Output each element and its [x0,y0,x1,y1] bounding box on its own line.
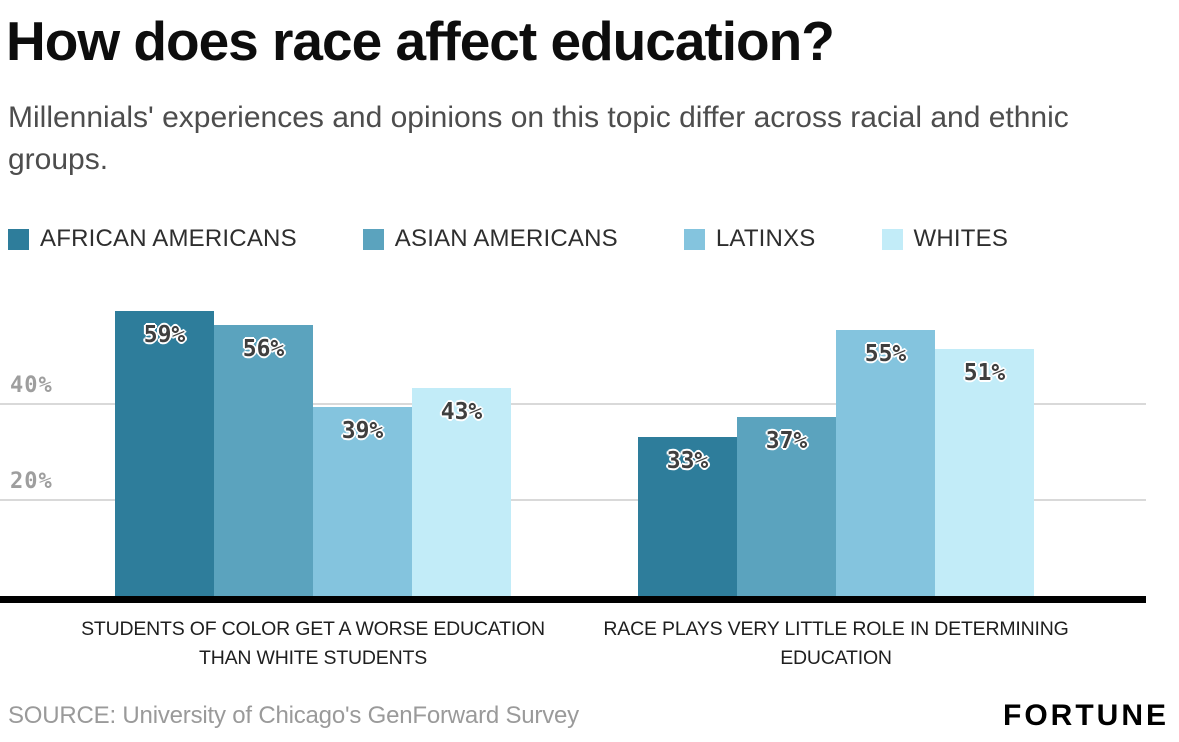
legend-swatch-icon [881,228,903,250]
legend-label: AFRICAN AMERICANS [40,225,297,253]
bar-value-label: 39% [341,418,384,445]
legend-swatch-icon [362,228,384,250]
bar-value-label: 37% [765,428,808,455]
gridline [0,402,1146,405]
y-axis-tick-label: 20% [10,469,53,495]
legend-label: WHITES [913,225,1009,253]
bar-value-label: 51% [963,360,1006,387]
bar-value-label: 59% [143,321,186,348]
bar-value-label: 55% [864,340,907,367]
category-label: STUDENTS OF COLOR GET A WORSE EDUCATION … [81,618,545,669]
legend-item: LATINXS [683,225,816,253]
legend-item: AFRICAN AMERICANS [8,225,297,253]
bar: 37% [737,417,836,597]
bar: 43% [412,388,511,597]
legend-swatch-icon [8,228,29,250]
bar: 55% [836,329,935,597]
legend-label: LATINXS [715,225,816,253]
bar-value-label: 43% [440,399,483,426]
bar: 39% [313,407,412,597]
bar: 59% [115,310,214,597]
bar-value-label: 33% [666,447,709,474]
bar: 33% [638,436,737,597]
gridline [0,499,1146,502]
x-axis-line [0,596,1146,604]
legend-item: ASIAN AMERICANS [362,225,618,253]
bar-chart: 40% 20% 59% 56% 39% 43% 33% 37% 55% 51% STUDENTS … [0,291,1146,679]
category-labels: STUDENTS OF COLOR GET A WORSE EDUCATION … [0,615,1146,679]
legend-label: ASIAN AMERICANS [394,225,618,253]
y-axis-tick-label: 40% [10,372,53,398]
legend-item: WHITES [881,225,1009,253]
legend-swatch-icon [683,228,705,250]
page-title: How does race affect education? [6,10,835,72]
chart-legend: AFRICAN AMERICANS ASIAN AMERICANS LATINXS W… [8,225,1179,253]
category-label: RACE PLAYS VERY LITTLE ROLE IN DETERMINI… [603,618,1069,669]
source-note: SOURCE: University of Chicago's GenForwa… [8,702,579,730]
fortune-logo: FORTUNE [1003,699,1169,733]
chart-subtitle: Millennials' experiences and opinions on… [8,101,1069,177]
bar-value-label: 56% [242,336,285,363]
footer: SOURCE: University of Chicago's GenForwa… [8,699,1169,733]
bar: 51% [935,349,1034,597]
plot-area: 40% 20% 59% 56% 39% 43% 33% 37% 55% 51% [0,291,1146,597]
bar: 56% [214,325,313,597]
